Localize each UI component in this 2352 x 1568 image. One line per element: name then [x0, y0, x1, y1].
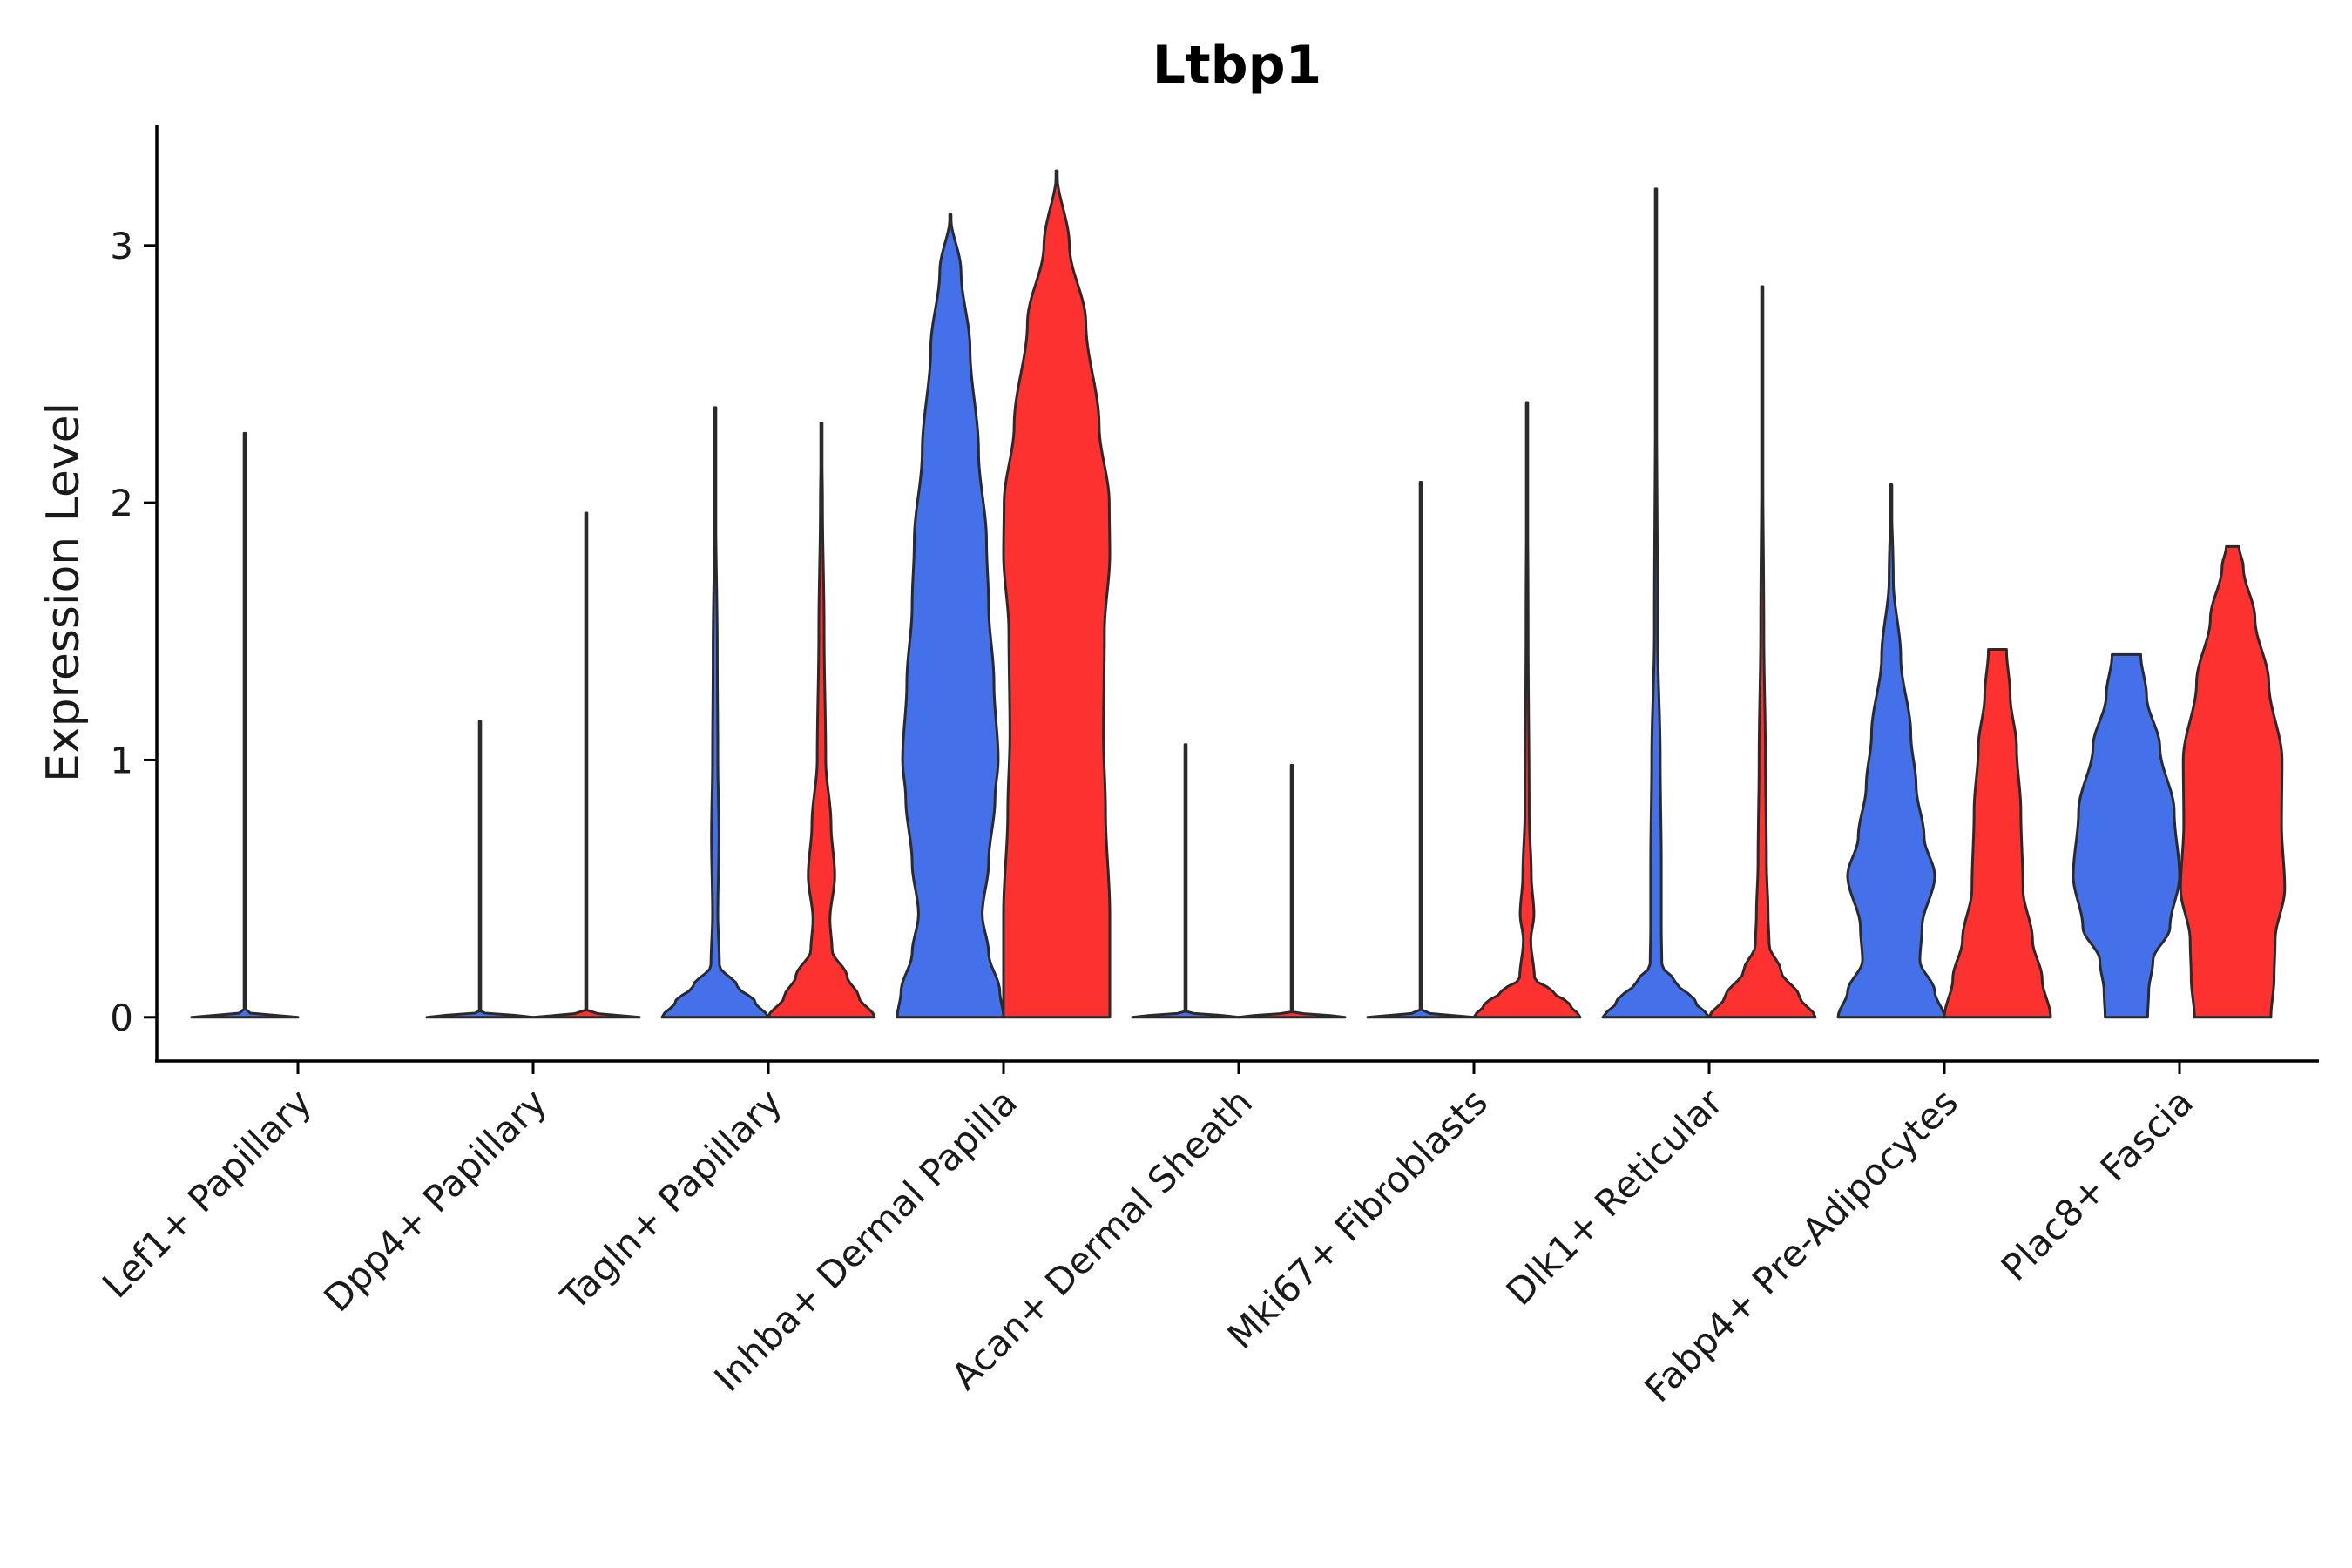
- violin-fabp4-pre-adipocytes-b: [1943, 647, 2052, 1019]
- violin-mki67-fibroblasts-a: [1366, 481, 1476, 1019]
- violin-acan-dermal-sheath-b: [1237, 763, 1347, 1019]
- y-tick-label: 3: [110, 225, 133, 267]
- violin-dlk1-reticular-a: [1601, 187, 1711, 1019]
- y-tick-label: 1: [110, 739, 133, 781]
- y-axis-label: Expression Level: [37, 402, 90, 782]
- violin-acan-dermal-sheath-a: [1131, 743, 1240, 1019]
- violin-dpp4-papillary-a: [425, 720, 535, 1019]
- y-tick-label: 2: [110, 482, 133, 524]
- x-tick-label-mki67-fibroblasts: Mki67+ Fibroblasts: [1220, 1080, 1496, 1356]
- violin-dlk1-reticular-b: [1707, 285, 1817, 1019]
- x-tick-label-plac8-fascia: Plac8+ Fascia: [1993, 1080, 2201, 1288]
- y-axis-ticks: 0 1 2 3: [110, 225, 157, 1039]
- violin-tagln-papillary-b: [767, 422, 876, 1019]
- x-tick-label-lef1-papillary: Lef1+ Papillary: [94, 1080, 320, 1306]
- violin-tagln-papillary-a: [660, 406, 770, 1019]
- x-tick-label-dlk1-reticular: Dlk1+ Reticular: [1498, 1080, 1732, 1314]
- violin-mki67-fibroblasts-b: [1472, 401, 1582, 1019]
- chart-title: Ltbp1: [1152, 35, 1322, 96]
- violin-lef1-papillary-a: [190, 431, 300, 1019]
- violin-layer: [190, 169, 2287, 1019]
- violin-inhba-dermal-papilla-a: [896, 213, 1005, 1019]
- x-tick-label-tagln-papillary: Tagln+ Papillary: [552, 1080, 790, 1318]
- violin-plac8-fascia-b: [2179, 544, 2287, 1019]
- x-tick-label-dpp4-papillary: Dpp4+ Papillary: [315, 1080, 555, 1320]
- violin-plac8-fascia-a: [2072, 652, 2181, 1019]
- violin-inhba-dermal-papilla-b: [1002, 169, 1112, 1019]
- violin-fabp4-pre-adipocytes-a: [1836, 483, 1946, 1019]
- violin-dpp4-papillary-b: [531, 511, 641, 1019]
- y-tick-label: 0: [110, 997, 133, 1039]
